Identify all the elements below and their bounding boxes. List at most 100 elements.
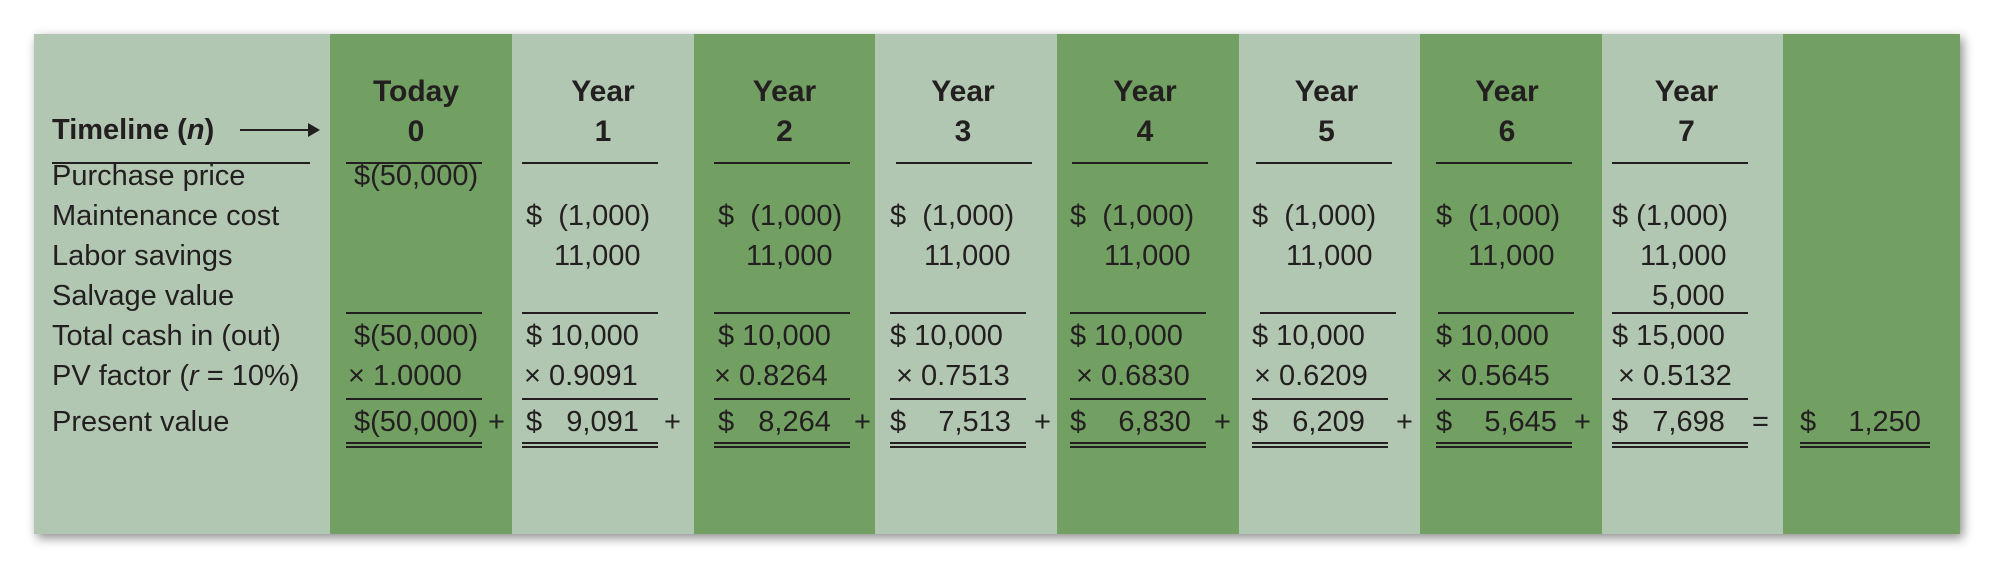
column-year-4 <box>1057 34 1239 534</box>
cell-labor-1: 11,000 <box>554 240 641 272</box>
header-underline <box>896 162 1032 164</box>
header-underline <box>1612 162 1748 164</box>
column-today-0 <box>330 34 512 534</box>
row-label-pv-factor: PV factor (r = 10%) <box>52 360 300 392</box>
cell-pv-factor-5: × 0.6209 <box>1254 360 1368 392</box>
cell-pv-1: $ 9,091 <box>526 406 639 438</box>
column-header: Today 0 <box>372 75 460 148</box>
plus-operator: + <box>488 406 505 438</box>
plus-operator: + <box>1396 406 1413 438</box>
row-label-maintenance-cost: Maintenance cost <box>52 200 280 232</box>
subtotal-rule <box>522 312 658 314</box>
header-underline <box>1256 162 1392 164</box>
cell-salvage-7: 5,000 <box>1652 280 1725 312</box>
cell-total-3: $ 10,000 <box>890 320 1003 352</box>
double-underline <box>1800 442 1930 448</box>
npv-table: Timeline (n) Today 0 Year 1 Year 2 Year 3 Ye… <box>34 34 1960 534</box>
header-col-2: Year 2 <box>694 34 875 534</box>
header-underline <box>1072 162 1208 164</box>
column-header: Year 1 <box>571 75 635 148</box>
row-label-labor-savings: Labor savings <box>52 240 233 272</box>
subtotal-rule <box>890 312 1026 314</box>
arrow-head-icon <box>308 123 320 137</box>
cell-pv-factor-0: × 1.0000 <box>348 360 462 392</box>
cell-total-6: $ 10,000 <box>1436 320 1549 352</box>
pv-rule <box>1436 398 1572 400</box>
double-underline <box>714 442 850 448</box>
cell-maintenance-2: $ (1,000) <box>718 200 843 232</box>
pv-rule <box>1070 398 1206 400</box>
header-col-7: Year 7 <box>1602 34 1783 534</box>
row-label-purchase-price: Purchase price <box>52 160 246 192</box>
cell-total-5: $ 10,000 <box>1252 320 1365 352</box>
cell-total-2: $ 10,000 <box>718 320 831 352</box>
cell-purchase-0: $(50,000) <box>354 160 479 192</box>
cell-pv-factor-1: × 0.9091 <box>524 360 638 392</box>
header-underline <box>522 162 658 164</box>
header-col-4: Year 4 <box>1057 34 1239 534</box>
column-year-7 <box>1602 34 1783 534</box>
header-col-1: Year 1 <box>512 34 694 534</box>
cell-labor-7: 11,000 <box>1640 240 1727 272</box>
cell-total-0: $(50,000) <box>354 320 479 352</box>
cell-pv-7: $ 7,698 <box>1612 406 1725 438</box>
double-underline <box>1252 442 1388 448</box>
cell-labor-2: 11,000 <box>746 240 833 272</box>
column-year-6 <box>1420 34 1602 534</box>
cell-pv-factor-2: × 0.8264 <box>714 360 828 392</box>
header-rule <box>52 162 310 164</box>
cell-pv-6: $ 5,645 <box>1436 406 1557 438</box>
plus-operator: + <box>1574 406 1591 438</box>
column-year-2 <box>694 34 875 534</box>
cell-pv-factor-4: × 0.6830 <box>1076 360 1190 392</box>
cell-npv-total: $ 1,250 <box>1800 406 1921 438</box>
double-underline <box>346 442 482 448</box>
timeline-arrow <box>240 129 314 131</box>
header-underline <box>714 162 850 164</box>
pv-rule <box>1252 398 1388 400</box>
cell-pv-factor-6: × 0.5645 <box>1436 360 1550 392</box>
header-col-0: Today 0 <box>330 34 512 534</box>
cell-pv-0: $(50,000) <box>354 406 479 438</box>
double-underline <box>890 442 1026 448</box>
column-header: Year 4 <box>1113 75 1177 148</box>
cell-pv-factor-7: × 0.5132 <box>1618 360 1732 392</box>
subtotal-rule <box>1070 312 1206 314</box>
cell-maintenance-5: $ (1,000) <box>1252 200 1377 232</box>
row-label-salvage-value: Salvage value <box>52 280 235 312</box>
subtotal-rule <box>346 312 482 314</box>
double-underline <box>1070 442 1206 448</box>
double-underline <box>1436 442 1572 448</box>
pv-rule <box>346 398 482 400</box>
plus-operator: + <box>1214 406 1231 438</box>
cell-pv-factor-3: × 0.7513 <box>896 360 1010 392</box>
cell-pv-3: $ 7,513 <box>890 406 1011 438</box>
column-npv <box>1783 34 1960 534</box>
cell-maintenance-3: $ (1,000) <box>890 200 1015 232</box>
row-label-present-value: Present value <box>52 406 230 438</box>
column-header: Year 5 <box>1294 75 1359 148</box>
cell-pv-2: $ 8,264 <box>718 406 831 438</box>
cell-labor-3: 11,000 <box>924 240 1011 272</box>
cell-labor-5: 11,000 <box>1286 240 1373 272</box>
pv-rule <box>890 398 1026 400</box>
double-underline <box>522 442 658 448</box>
header-underline <box>346 162 482 164</box>
column-header: Year 6 <box>1475 75 1539 148</box>
cell-labor-6: 11,000 <box>1468 240 1555 272</box>
header-col-6: Year 6 <box>1420 34 1602 534</box>
column-header: Year 3 <box>931 75 995 148</box>
equals-operator: = <box>1752 406 1769 438</box>
column-year-3 <box>875 34 1057 534</box>
double-underline <box>1612 442 1748 448</box>
cell-total-4: $ 10,000 <box>1070 320 1183 352</box>
header-col-3: Year 3 <box>875 34 1057 534</box>
column-header: Year 7 <box>1654 75 1719 148</box>
cell-maintenance-6: $ (1,000) <box>1436 200 1561 232</box>
cell-total-7: $ 15,000 <box>1612 320 1725 352</box>
header-underline <box>1436 162 1572 164</box>
cell-total-1: $ 10,000 <box>526 320 639 352</box>
column-year-5 <box>1239 34 1420 534</box>
plus-operator: + <box>664 406 681 438</box>
column-header: Year 2 <box>752 75 817 148</box>
